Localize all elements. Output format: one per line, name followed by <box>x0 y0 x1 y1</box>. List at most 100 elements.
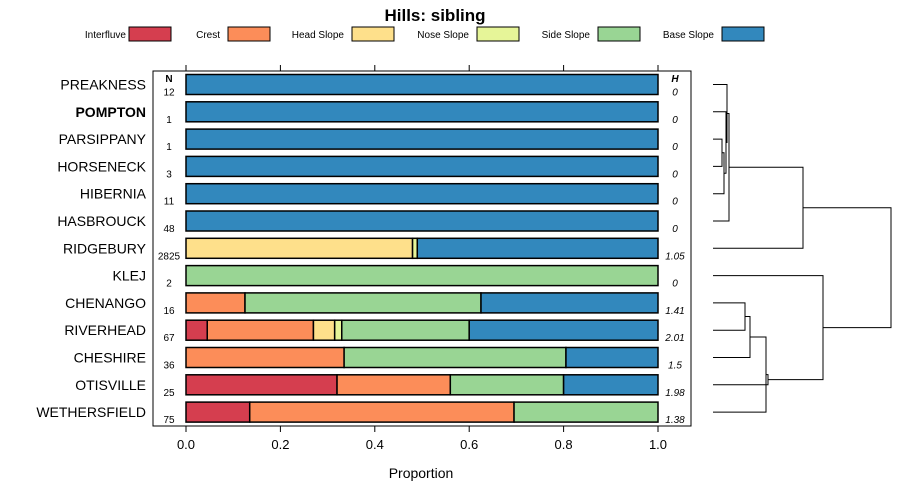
bar-preakness-base-slope <box>185 73 659 96</box>
bar-ridgebury-base-slope <box>416 237 659 260</box>
n-value-klej: 2 <box>166 279 172 290</box>
x-tick-label: 1.0 <box>649 437 667 452</box>
dendrogram-branch <box>713 316 751 358</box>
bar-wethersfield-side-slope <box>513 401 659 423</box>
bar-wethersfield-crest <box>248 401 515 423</box>
h-value-preakness: 0 <box>672 88 678 99</box>
category-label-parsippany: PARSIPPANY <box>59 131 147 147</box>
bar-parsippany-base-slope <box>185 128 659 150</box>
dendrogram <box>713 84 892 413</box>
h-value-horseneck: 0 <box>672 169 678 180</box>
category-label-hasbrouck: HASBROUCK <box>57 213 146 229</box>
bar-riverhead-interfluve <box>185 319 208 341</box>
x-tick-label: 0.2 <box>271 437 289 452</box>
bar-wethersfield-interfluve <box>185 401 251 423</box>
h-value-parsippany: 0 <box>672 142 678 153</box>
bar-otisville-crest <box>336 374 452 396</box>
bar-chenango-crest <box>185 292 246 314</box>
dendrogram-branch <box>713 84 728 144</box>
n-value-hibernia: 11 <box>164 197 175 208</box>
category-label-riverhead: RIVERHEAD <box>64 322 146 338</box>
category-label-horseneck: HORSENECK <box>57 158 146 174</box>
n-value-horseneck: 3 <box>166 169 172 180</box>
x-tick-label: 0.4 <box>366 437 384 452</box>
n-value-parsippany: 1 <box>166 142 172 153</box>
h-value-cheshire: 1.5 <box>668 361 682 372</box>
legend-label-nose-slope: Nose Slope <box>417 30 469 41</box>
dendrogram-branch <box>713 138 723 167</box>
x-tick-label: 0.8 <box>555 437 573 452</box>
dendrogram-branch <box>803 207 892 329</box>
bar-otisville-base-slope <box>562 374 659 396</box>
n-value-chenango: 16 <box>163 306 175 317</box>
bar-riverhead-side-slope <box>341 319 470 341</box>
x-axis-label: Proportion <box>389 465 454 481</box>
dendrogram-branch <box>713 275 824 381</box>
dendrogram-branch <box>713 166 804 249</box>
x-tick-label: 0.6 <box>460 437 478 452</box>
legend-label-crest: Crest <box>196 30 220 41</box>
h-value-wethersfield: 1.38 <box>665 415 685 426</box>
h-value-otisville: 1.98 <box>665 388 685 399</box>
legend-swatch-interfluve <box>128 26 172 42</box>
bar-otisville-side-slope <box>449 374 565 396</box>
category-label-klej: KLEJ <box>113 268 146 284</box>
bar-cheshire-crest <box>185 346 345 369</box>
bar-ridgebury-head-slope <box>185 237 414 260</box>
n-value-pompton: 1 <box>166 115 172 126</box>
bar-klej-side-slope <box>185 264 659 287</box>
bar-otisville-interfluve <box>185 374 338 396</box>
n-value-riverhead: 67 <box>163 333 175 344</box>
bar-chenango-side-slope <box>244 292 482 314</box>
category-label-chenango: CHENANGO <box>65 295 146 311</box>
bar-riverhead-nose-slope <box>333 319 343 341</box>
bar-riverhead-crest <box>206 319 315 341</box>
legend-swatch-side-slope <box>597 26 641 42</box>
dendrogram-branch <box>713 336 767 413</box>
bar-horseneck-base-slope <box>185 155 659 178</box>
bar-riverhead-base-slope <box>468 319 659 341</box>
bar-cheshire-base-slope <box>565 346 659 369</box>
legend-swatch-crest <box>227 26 271 42</box>
h-value-hibernia: 0 <box>672 197 678 208</box>
x-tick-label: 0.0 <box>177 437 195 452</box>
chart-title: Hills: sibling <box>384 6 485 25</box>
n-value-cheshire: 36 <box>163 361 175 372</box>
legend: Interfluve Crest Head Slope Nose Slope Side … <box>85 26 765 42</box>
h-column-header: H <box>671 74 679 85</box>
legend-label-interfluve: Interfluve <box>85 30 127 41</box>
category-label-pompton: POMPTON <box>75 104 146 120</box>
legend-label-base-slope: Base Slope <box>663 30 715 41</box>
n-value-otisville: 25 <box>163 388 175 399</box>
category-label-hibernia: HIBERNIA <box>80 186 147 202</box>
h-value-pompton: 0 <box>672 115 678 126</box>
bar-riverhead-head-slope <box>312 319 336 341</box>
h-value-chenango: 1.41 <box>665 306 684 317</box>
legend-label-head-slope: Head Slope <box>292 30 345 41</box>
bar-hasbrouck-base-slope <box>185 210 659 232</box>
bar-pompton-base-slope <box>185 101 659 123</box>
n-column-header: N <box>165 74 172 85</box>
category-label-wethersfield: WETHERSFIELD <box>36 404 146 420</box>
plot-frame <box>152 70 692 427</box>
legend-swatch-nose-slope <box>476 26 520 42</box>
n-value-preakness: 12 <box>163 88 175 99</box>
category-label-preakness: PREAKNESS <box>60 77 146 93</box>
h-value-riverhead: 2.01 <box>664 333 684 344</box>
n-value-wethersfield: 75 <box>163 415 175 426</box>
bar-cheshire-side-slope <box>343 346 567 369</box>
dendrogram-branch <box>713 374 769 386</box>
category-label-ridgebury: RIDGEBURY <box>63 240 147 256</box>
legend-swatch-head-slope <box>351 26 395 42</box>
category-label-otisville: OTISVILLE <box>75 377 146 393</box>
bar-hibernia-base-slope <box>185 182 659 205</box>
dendrogram-branch <box>713 302 746 331</box>
n-value-hasbrouck: 48 <box>163 224 175 235</box>
legend-label-side-slope: Side Slope <box>542 30 591 41</box>
n-value-ridgebury: 2825 <box>158 251 181 262</box>
h-value-hasbrouck: 0 <box>672 224 678 235</box>
h-value-klej: 0 <box>672 279 678 290</box>
bar-chenango-base-slope <box>480 292 659 314</box>
